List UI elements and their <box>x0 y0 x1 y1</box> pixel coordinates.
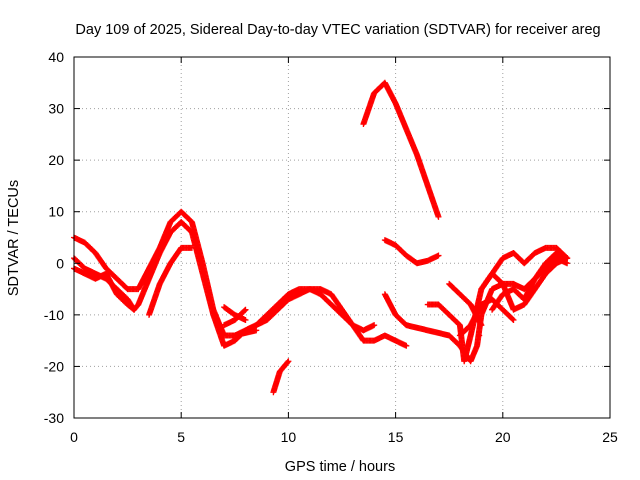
data-point <box>253 327 260 334</box>
data-point <box>242 306 249 313</box>
series-arc-4 <box>146 244 195 318</box>
data-point <box>242 317 249 324</box>
x-tick-label: 5 <box>177 429 185 445</box>
series-arc-14 <box>446 255 571 365</box>
series-arc-16 <box>478 244 571 293</box>
y-tick-label: 10 <box>48 204 64 220</box>
series-arc-8 <box>270 358 292 396</box>
data-point <box>476 332 483 339</box>
data-point <box>285 358 292 365</box>
data-point <box>509 316 516 323</box>
chart-title: Day 109 of 2025, Sidereal Day-to-day VTE… <box>75 22 600 38</box>
x-tick-label: 20 <box>495 429 511 445</box>
data-markers <box>71 79 571 396</box>
grid <box>74 57 610 418</box>
data-point <box>563 254 570 261</box>
y-tick-label: -20 <box>44 358 64 374</box>
y-tick-label: 40 <box>48 49 64 65</box>
y-tick-label: -10 <box>44 307 64 323</box>
data-point <box>478 322 485 329</box>
data-point <box>371 322 378 329</box>
data-point <box>131 306 138 313</box>
axis-ticks: 0 5 10 15 20 25 -30 -20 -10 0 10 20 30 40 <box>44 49 618 445</box>
data-point <box>130 305 137 312</box>
plot-frame <box>73 56 611 419</box>
x-tick-label: 0 <box>70 429 78 445</box>
y-axis-label: SDTVAR / TECUs <box>6 180 22 296</box>
series-arc-3 <box>71 265 138 313</box>
data-point <box>188 244 195 251</box>
y-tick-label: 20 <box>48 152 64 168</box>
data-point <box>435 252 442 259</box>
series-arc-9 <box>360 79 442 220</box>
series-arc-18 <box>476 332 483 339</box>
series-arc-6 <box>221 304 249 324</box>
y-tick-label: 0 <box>56 255 64 271</box>
data-point <box>403 342 410 349</box>
x-tick-label: 10 <box>281 429 297 445</box>
series-arc-7 <box>231 327 260 339</box>
x-axis-label: GPS time / hours <box>285 459 395 475</box>
series-arc-17 <box>489 255 571 313</box>
series-arc-12 <box>424 301 453 318</box>
data-point <box>564 255 571 262</box>
y-tick-label: -30 <box>44 410 64 426</box>
series-arc-10 <box>381 237 442 267</box>
x-tick-label: 25 <box>602 429 618 445</box>
data-point <box>435 213 442 220</box>
data-point <box>564 260 571 267</box>
data-point <box>510 317 517 324</box>
y-tick-label: 30 <box>48 101 64 117</box>
data-point <box>241 307 248 314</box>
x-tick-label: 15 <box>388 429 404 445</box>
data-point <box>284 359 291 366</box>
